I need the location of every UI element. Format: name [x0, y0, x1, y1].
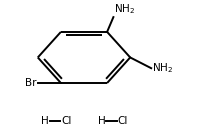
- Text: Cl: Cl: [118, 116, 128, 126]
- Text: NH$_2$: NH$_2$: [152, 61, 173, 75]
- Text: Cl: Cl: [61, 116, 71, 126]
- Text: H: H: [41, 116, 49, 126]
- Text: Br: Br: [25, 78, 37, 88]
- Text: H: H: [98, 116, 106, 126]
- Text: NH$_2$: NH$_2$: [114, 3, 136, 16]
